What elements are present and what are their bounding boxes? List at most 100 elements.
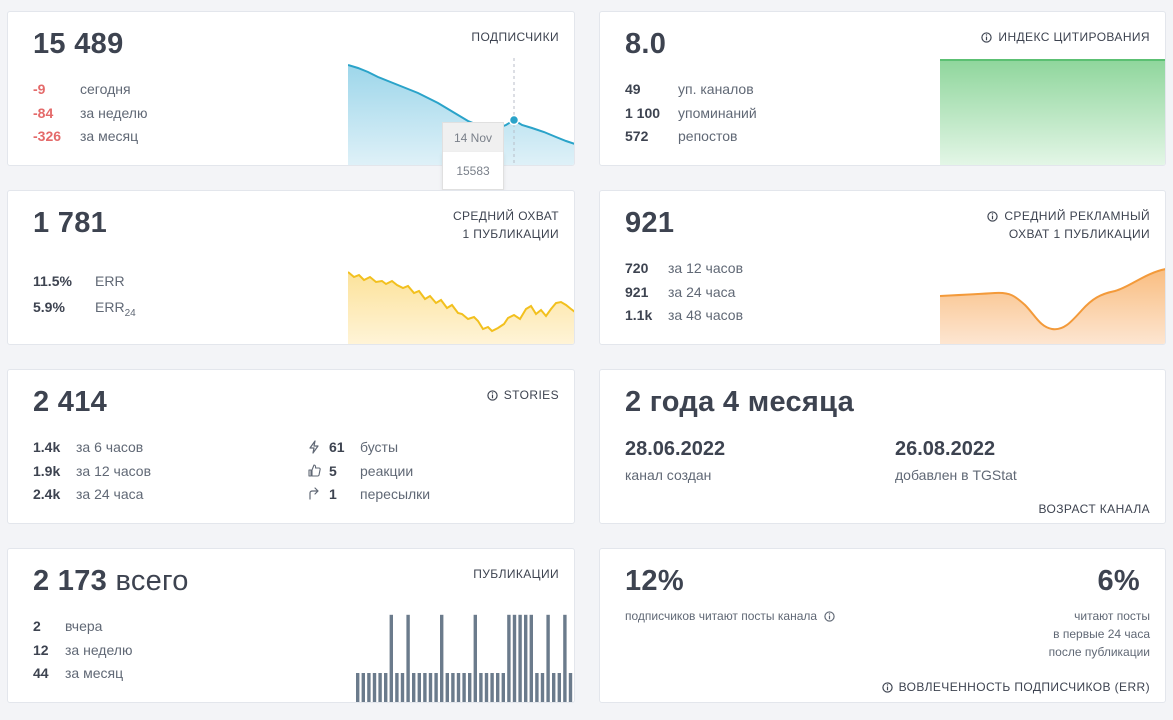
ad-reach-line bbox=[940, 268, 1165, 331]
reach-label-line1: СРЕДНИЙ ОХВАТ bbox=[452, 209, 559, 223]
publication-bar[interactable] bbox=[524, 614, 528, 703]
publication-bar[interactable] bbox=[462, 673, 466, 703]
publication-bar[interactable] bbox=[479, 673, 483, 703]
publications-yesterday-text: вчера bbox=[65, 618, 103, 634]
subscribers-label: ПОДПИСЧИКИ bbox=[471, 30, 559, 44]
publications-yesterday-value: 2 bbox=[33, 618, 41, 634]
publication-bar[interactable] bbox=[384, 673, 388, 703]
boosts-text: бусты bbox=[360, 439, 399, 455]
engagement-label: ВОВЛЕЧЕННОСТЬ ПОДПИСЧИКОВ (ERR) bbox=[881, 678, 1150, 696]
publication-bar[interactable] bbox=[434, 673, 438, 703]
subscribers-month-text: за месяц bbox=[80, 128, 139, 144]
err24-label: ERR bbox=[95, 299, 125, 315]
publication-bar[interactable] bbox=[378, 673, 382, 703]
publications-month-text: за месяц bbox=[65, 665, 124, 681]
publications-total-value: 2 173 bbox=[33, 565, 108, 597]
engagement-left-caption: подписчиков читают посты канала bbox=[625, 609, 818, 623]
publication-bar[interactable] bbox=[417, 673, 421, 703]
publication-bar[interactable] bbox=[512, 614, 517, 703]
publications-card[interactable]: 2 173 всего ПУБЛИКАЦИИ 2 вчера 12 за нед… bbox=[7, 548, 575, 703]
info-icon bbox=[487, 390, 498, 401]
publications-month-value: 44 bbox=[33, 665, 49, 681]
citation-label: ИНДЕКС ЦИТИРОВАНИЯ bbox=[981, 28, 1150, 46]
stories-6h-text: за 6 часов bbox=[76, 439, 144, 455]
hover-point bbox=[508, 114, 520, 126]
publication-bar[interactable] bbox=[529, 614, 533, 703]
forwards-value: 1 bbox=[329, 486, 337, 502]
publication-bar[interactable] bbox=[356, 673, 360, 703]
subscribers-area bbox=[348, 65, 574, 165]
publication-bar[interactable] bbox=[389, 614, 393, 703]
publication-bar[interactable] bbox=[451, 673, 455, 703]
subscribers-today-value: -9 bbox=[33, 81, 46, 97]
publication-bar[interactable] bbox=[468, 673, 472, 703]
engagement-left-value: 12% bbox=[625, 565, 684, 597]
citation-card[interactable]: 8.0 ИНДЕКС ЦИТИРОВАНИЯ 49 уп. каналов 1 … bbox=[599, 11, 1166, 166]
subscribers-today-text: сегодня bbox=[80, 81, 131, 97]
ad-reach-48h-text: за 48 часов bbox=[668, 307, 744, 323]
publication-bar[interactable] bbox=[395, 673, 399, 703]
engagement-label-text: ВОВЛЕЧЕННОСТЬ ПОДПИСЧИКОВ (ERR) bbox=[898, 680, 1150, 694]
reach-label-line2: 1 ПУБЛИКАЦИИ bbox=[462, 227, 559, 241]
publication-bar[interactable] bbox=[428, 673, 433, 703]
citation-channels-text: уп. каналов bbox=[678, 81, 754, 97]
subscribers-chart[interactable] bbox=[348, 58, 575, 166]
publication-bar[interactable] bbox=[412, 673, 416, 703]
publication-bar[interactable] bbox=[501, 673, 505, 703]
stories-card[interactable]: 2 414 STORIES 1.4k за 6 часов 1.9k за 12… bbox=[7, 369, 575, 524]
publication-bar[interactable] bbox=[552, 673, 556, 703]
reach-card[interactable]: 1 781 СРЕДНИЙ ОХВАТ 1 ПУБЛИКАЦИИ 11.5% E… bbox=[7, 190, 575, 345]
publication-bar[interactable] bbox=[423, 673, 427, 703]
engagement-card[interactable]: 12% подписчиков читают посты канала 6% ч… bbox=[599, 548, 1166, 703]
publication-bar[interactable] bbox=[361, 673, 365, 703]
stories-24h-text: за 24 часа bbox=[76, 486, 144, 502]
publication-bar[interactable] bbox=[540, 673, 545, 703]
err24-subscript: 24 bbox=[124, 307, 136, 319]
publication-bar[interactable] bbox=[518, 614, 522, 703]
citation-chart[interactable] bbox=[940, 58, 1166, 166]
created-label: канал создан bbox=[625, 467, 712, 483]
ad-reach-card[interactable]: 921 СРЕДНИЙ РЕКЛАМНЫЙ ОХВАТ 1 ПУБЛИКАЦИИ… bbox=[599, 190, 1166, 345]
publication-bar[interactable] bbox=[568, 673, 573, 703]
forwards-text: пересылки bbox=[360, 486, 431, 502]
publication-bar[interactable] bbox=[484, 673, 489, 703]
engagement-left-text: подписчиков читают посты канала bbox=[625, 607, 836, 625]
lightning-icon bbox=[309, 440, 319, 454]
publication-bar[interactable] bbox=[406, 614, 410, 703]
publications-total: 2 173 всего bbox=[33, 565, 189, 598]
citation-mentions-text: упоминаний bbox=[678, 105, 757, 121]
reach-line bbox=[348, 271, 574, 333]
created-date: 28.06.2022 bbox=[625, 438, 726, 460]
publication-bar[interactable] bbox=[490, 673, 494, 703]
publication-bar[interactable] bbox=[445, 673, 449, 703]
publications-bar-chart[interactable] bbox=[356, 611, 575, 703]
publication-bar[interactable] bbox=[496, 673, 500, 703]
publication-bar[interactable] bbox=[507, 614, 511, 703]
publication-bar[interactable] bbox=[400, 673, 405, 703]
publication-bar[interactable] bbox=[367, 673, 371, 703]
citation-reposts-value: 572 bbox=[625, 128, 649, 144]
added-label: добавлен в TGStat bbox=[895, 467, 1017, 483]
subscribers-week-text: за неделю bbox=[80, 105, 148, 121]
publication-bar[interactable] bbox=[557, 673, 561, 703]
reach-area bbox=[348, 272, 574, 344]
err24-text: ERR24 bbox=[95, 297, 136, 324]
publications-total-suffix: всего bbox=[115, 565, 189, 597]
publication-bar[interactable] bbox=[535, 673, 539, 703]
reactions-value: 5 bbox=[329, 463, 337, 479]
ad-reach-label-line2: ОХВАТ 1 ПУБЛИКАЦИИ bbox=[1008, 227, 1150, 241]
ad-reach-chart[interactable] bbox=[940, 263, 1166, 345]
publication-bar[interactable] bbox=[546, 614, 550, 703]
publication-bar[interactable] bbox=[440, 614, 444, 703]
subscribers-month-value: -326 bbox=[33, 128, 62, 144]
reach-chart[interactable] bbox=[348, 269, 575, 345]
publication-bar[interactable] bbox=[563, 614, 567, 703]
ad-reach-24h-value: 921 bbox=[625, 284, 649, 300]
subscribers-card[interactable]: 15 489 ПОДПИСЧИКИ -9 сегодня -84 за неде… bbox=[7, 11, 575, 166]
channel-age-card[interactable]: 2 года 4 месяца 28.06.2022 канал создан … bbox=[599, 369, 1166, 524]
publication-bar[interactable] bbox=[456, 673, 461, 703]
ad-reach-label-line1: СРЕДНИЙ РЕКЛАМНЫЙ bbox=[1004, 209, 1150, 223]
publication-bar[interactable] bbox=[372, 673, 377, 703]
citation-label-text: ИНДЕКС ЦИТИРОВАНИЯ bbox=[998, 30, 1150, 44]
publication-bar[interactable] bbox=[473, 614, 477, 703]
